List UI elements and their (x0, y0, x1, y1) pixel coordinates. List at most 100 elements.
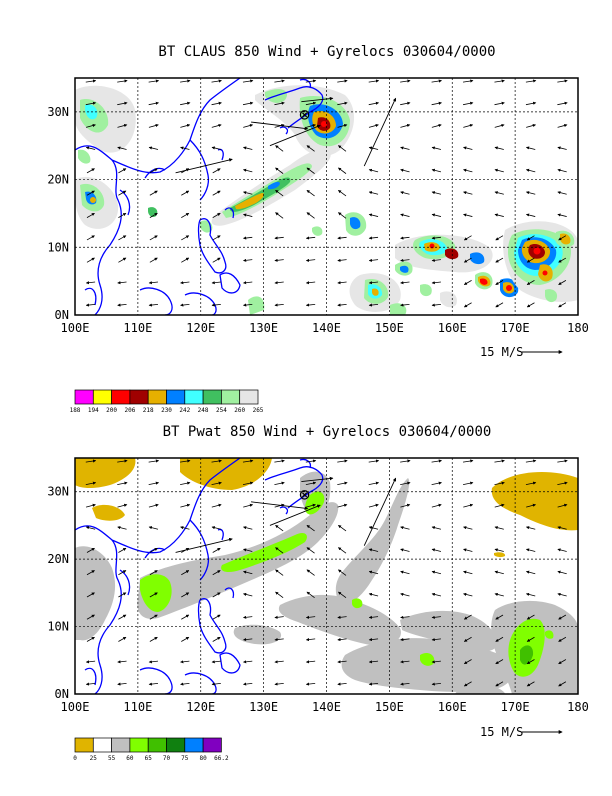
top-wind-arrow (525, 146, 536, 150)
top-wind-arrow (557, 168, 567, 173)
bot-wind-arrow (337, 569, 347, 576)
bot-wind-arrow (431, 570, 442, 575)
top-wind-arrow (526, 235, 535, 241)
top-wind-arrow (85, 146, 96, 150)
top-wind-arrow (494, 146, 504, 150)
top-wind-arrow (148, 123, 159, 128)
top-wind-arrow (337, 145, 347, 152)
bot-wind-arrow (117, 526, 127, 530)
top-wind-arrow (526, 280, 535, 285)
bot-x-tick-label: 110E (123, 700, 152, 714)
top-wind-arrow (181, 212, 190, 218)
bot-wind-arrow (85, 459, 97, 463)
bot-wind-arrow (431, 615, 441, 619)
bot-wind-arrow (212, 570, 221, 576)
top-colorbar-label: 248 (198, 407, 209, 414)
top-colorbar-label: 188 (70, 407, 81, 414)
top-colorbar-swatch (147, 389, 167, 405)
bot-wind-arrow (400, 682, 410, 686)
top-wind-arrow (494, 123, 505, 128)
bot-wind-arrow (368, 570, 379, 575)
bot-wind-arrow (117, 660, 127, 664)
top-wind-arrow (305, 281, 316, 285)
top-wind-arrow (212, 235, 221, 241)
bot-wind-arrow (305, 615, 316, 619)
top-wind-arrow (275, 212, 284, 219)
top-wind-arrow (85, 303, 96, 307)
bot-wind-arrow (149, 614, 158, 620)
top-wind-arrow (306, 212, 315, 219)
top-map-panel: ⊗ (74, 77, 579, 316)
top-wind-arrow (180, 123, 191, 128)
top-wind-arrow (525, 101, 537, 106)
bot-x-tick-label: 100E (61, 700, 90, 714)
bot-wind-arrow (148, 526, 159, 530)
bot-wind-arrow (400, 570, 410, 575)
bot-x-tick-label: 150E (375, 700, 404, 714)
top-wind-arrow (118, 212, 127, 218)
top-trajectory-arrow (363, 97, 397, 167)
bot-y-tick-label: 30N (47, 485, 69, 499)
top-wind-arrow (149, 190, 158, 196)
bot-wind-arrow (557, 503, 568, 508)
top-wind-arrow (242, 258, 253, 262)
bottom-y-axis-labels: 0N 10N 20N 30N (47, 485, 69, 701)
bottom-gridlines (75, 458, 578, 694)
bot-wind-arrow (180, 481, 191, 485)
top-wind-arrow (242, 236, 253, 240)
top-wind-arrow (275, 167, 284, 174)
bot-wind-arrow (242, 660, 253, 664)
top-y-tick-label: 30N (47, 105, 69, 119)
top-colorbar-swatch (166, 389, 186, 405)
bot-wind-arrow (368, 481, 380, 485)
bot-wind-arrow (494, 481, 505, 485)
top-wind-arrow (368, 236, 379, 240)
top-wind-arrow (337, 212, 347, 219)
top-colorbar-swatch (239, 389, 259, 405)
bot-wind-arrow (525, 526, 536, 530)
bot-wind-arrow (274, 637, 284, 642)
bot-wind-arrow (242, 481, 254, 485)
top-wind-arrow (117, 281, 127, 285)
top-wind-vectors (85, 79, 568, 308)
bot-wind-arrow (337, 615, 347, 619)
top-wind-arrow (431, 168, 442, 173)
top-wind-arrow (495, 257, 504, 263)
bot-wind-arrow (431, 592, 442, 597)
top-wind-arrow (400, 303, 410, 307)
top-trajectory-arrow (175, 158, 233, 174)
bot-wind-arrow (526, 614, 535, 620)
bot-wind-arrow (180, 682, 190, 686)
top-wind-arrow (400, 123, 411, 128)
bot-colorbar-swatch (129, 737, 149, 753)
top-wind-arrow (305, 258, 316, 262)
bot-wind-arrow (368, 592, 379, 597)
top-wind-arrow (242, 101, 254, 106)
bot-wind-arrow (525, 459, 537, 463)
bot-wind-arrow (400, 503, 411, 508)
top-wind-arrow (431, 236, 441, 240)
top-wind-arrow (306, 145, 315, 152)
top-wind-arrow (117, 101, 128, 106)
bot-wind-arrow (463, 614, 472, 620)
top-wind-arrow (337, 79, 348, 83)
bottom-wind-vectors (85, 459, 568, 687)
top-wind-arrow (558, 280, 567, 285)
bot-wind-arrow (463, 636, 472, 642)
bot-wind-arrow (462, 459, 474, 463)
bot-wind-arrow (274, 503, 285, 508)
bot-wind-arrow (86, 592, 95, 598)
bot-trajectory-arrow (250, 501, 309, 511)
bot-wind-arrow (117, 682, 127, 686)
bot-wind-arrow (525, 570, 536, 575)
bot-wind-arrow (463, 570, 473, 575)
bot-colorbar-swatch (202, 737, 222, 753)
bot-wind-arrow (117, 481, 128, 485)
top-wind-arrow (148, 281, 159, 285)
top-wind-arrow (431, 303, 441, 307)
bot-x-tick-label: 180 (567, 700, 589, 714)
bot-colorbar-label: 65 (145, 755, 153, 762)
top-wind-arrow (242, 303, 253, 307)
bot-colorbar-label: 70 (163, 755, 171, 762)
bot-colorbar-swatch (111, 737, 131, 753)
